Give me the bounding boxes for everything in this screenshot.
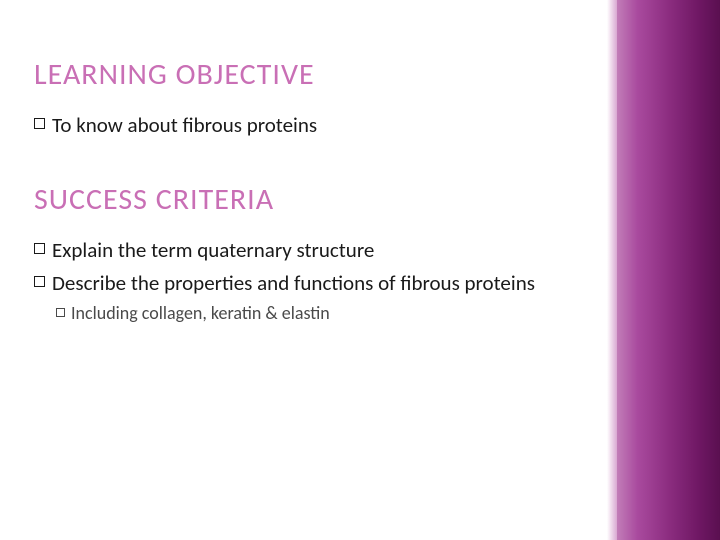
list-item: Describe the properties and functions of… bbox=[34, 269, 597, 297]
slide: LEARNING OBJECTIVE To know about fibrous… bbox=[0, 0, 720, 540]
criteria-list: Explain the term quaternary structure De… bbox=[34, 236, 597, 297]
decorative-sidebar bbox=[617, 0, 720, 540]
criteria-sublist: Including collagen, keratin & elastin bbox=[56, 301, 597, 326]
heading-success-criteria: SUCCESS CRITERIA bbox=[34, 183, 597, 216]
content-area: LEARNING OBJECTIVE To know about fibrous… bbox=[0, 0, 617, 540]
bullet-text: Explain the term quaternary structure bbox=[52, 236, 597, 264]
list-item: To know about fibrous proteins bbox=[34, 111, 597, 139]
objective-list: To know about fibrous proteins bbox=[34, 111, 597, 139]
bullet-box-icon bbox=[34, 276, 45, 287]
bullet-text: Describe the properties and functions of… bbox=[52, 269, 597, 297]
bullet-box-icon bbox=[34, 118, 45, 129]
bullet-text: Including collagen, keratin & elastin bbox=[71, 301, 330, 326]
bullet-text: To know about fibrous proteins bbox=[52, 111, 597, 139]
list-item: Including collagen, keratin & elastin bbox=[56, 301, 597, 326]
heading-text: SUCCESS CRITERIA bbox=[34, 181, 274, 218]
list-item: Explain the term quaternary structure bbox=[34, 236, 597, 264]
bullet-box-icon bbox=[34, 243, 45, 254]
heading-text: LEARNING OBJECTIVE bbox=[34, 56, 315, 93]
bullet-box-icon bbox=[56, 308, 65, 317]
heading-learning-objective: LEARNING OBJECTIVE bbox=[34, 58, 597, 91]
